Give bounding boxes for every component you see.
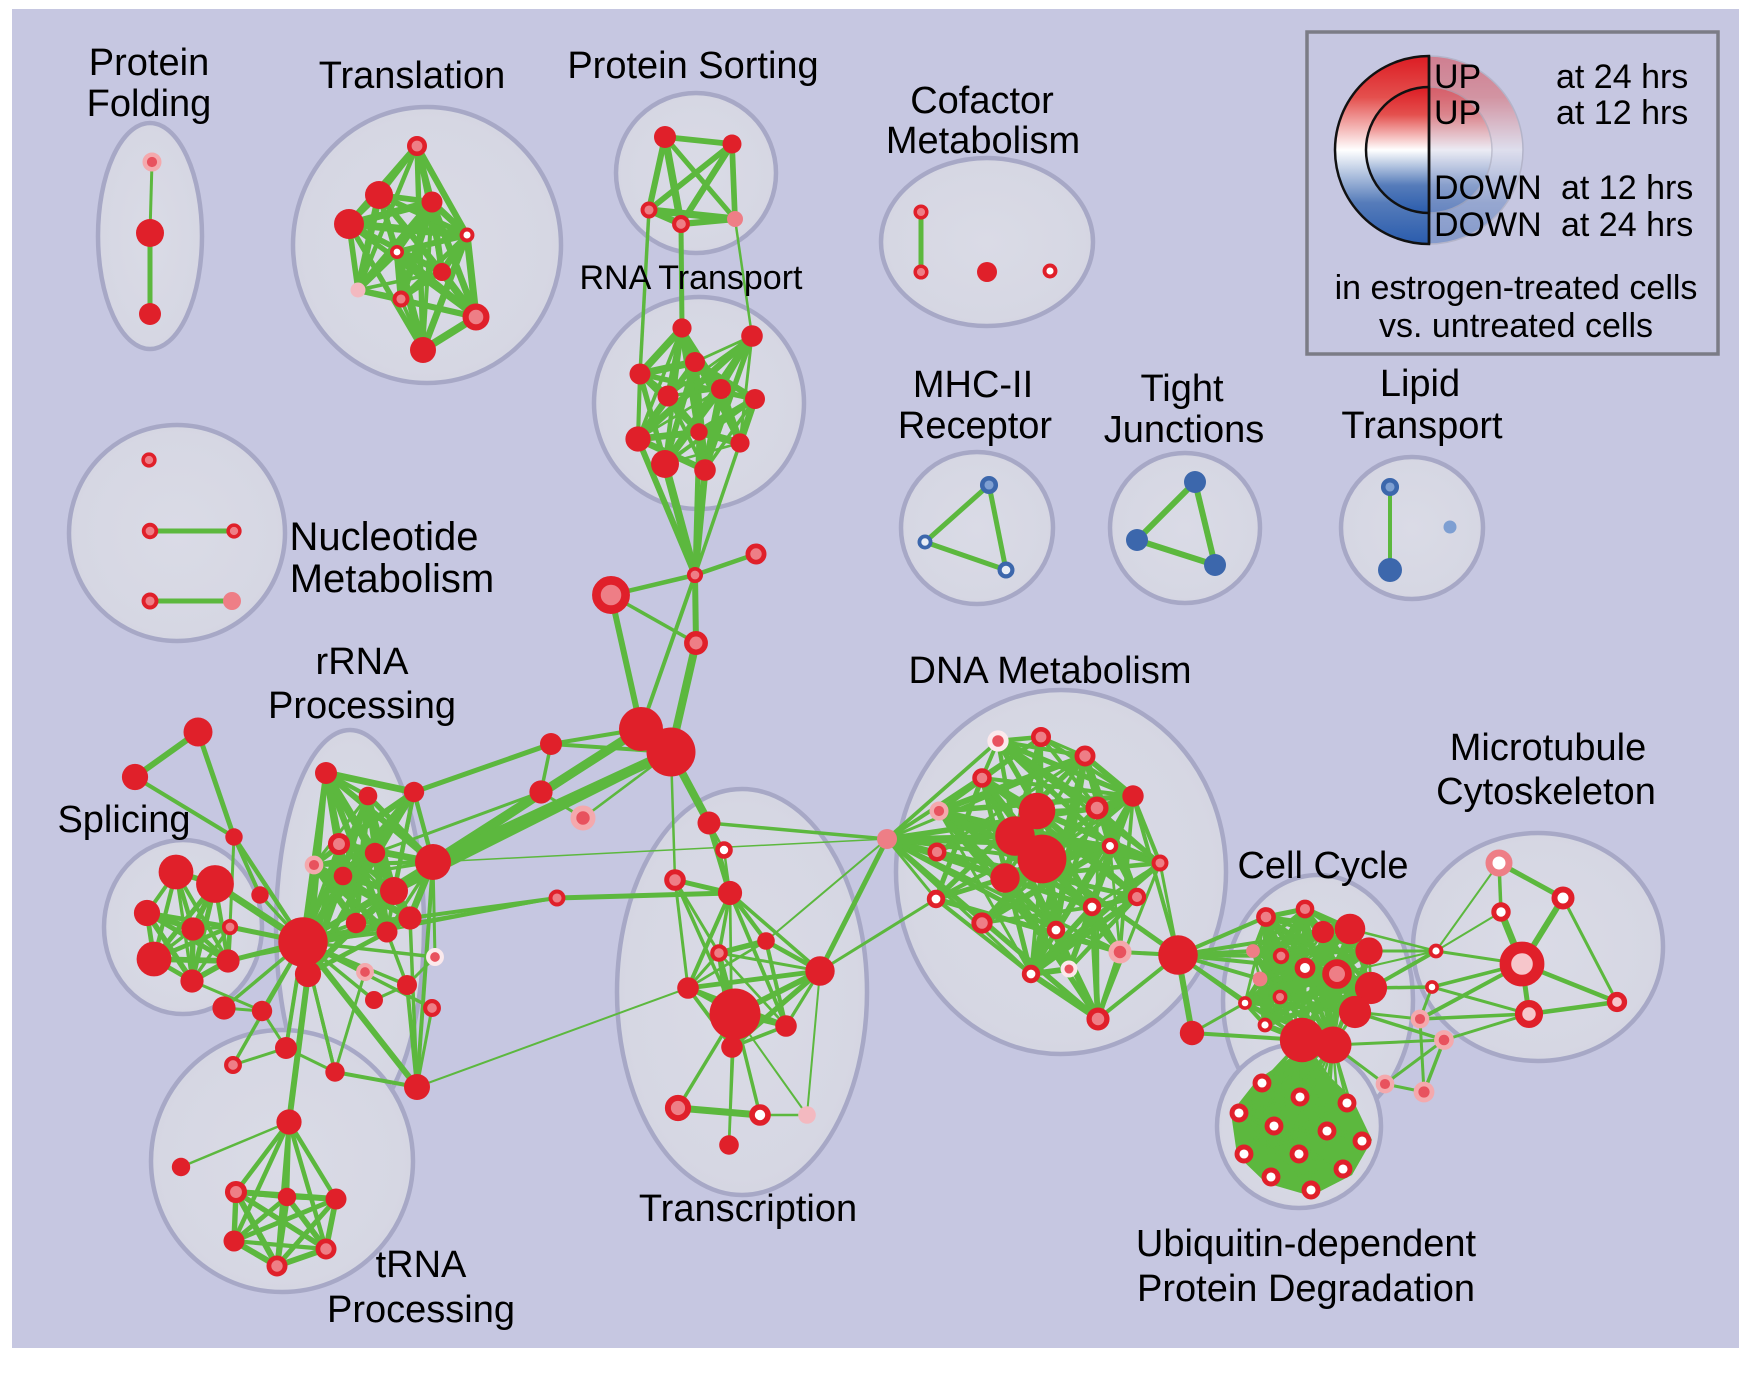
- svg-text:Microtubule: Microtubule: [1450, 727, 1646, 769]
- svg-text:Metabolism: Metabolism: [886, 120, 1080, 162]
- svg-text:tRNA: tRNA: [376, 1244, 467, 1286]
- svg-text:Metabolism: Metabolism: [290, 557, 495, 601]
- svg-text:rRNA: rRNA: [316, 641, 410, 683]
- svg-text:Protein: Protein: [89, 42, 209, 84]
- svg-text:Ubiquitin-dependent: Ubiquitin-dependent: [1136, 1223, 1477, 1265]
- svg-text:DNA Metabolism: DNA Metabolism: [909, 650, 1192, 692]
- svg-text:Protein Degradation: Protein Degradation: [1137, 1268, 1475, 1310]
- svg-text:Cell Cycle: Cell Cycle: [1237, 845, 1408, 887]
- svg-text:Translation: Translation: [319, 55, 506, 97]
- svg-text:Transcription: Transcription: [639, 1188, 857, 1230]
- svg-text:Lipid: Lipid: [1380, 363, 1460, 405]
- svg-text:Protein Sorting: Protein Sorting: [567, 45, 818, 87]
- svg-text:Processing: Processing: [268, 685, 456, 727]
- svg-text:Cofactor: Cofactor: [910, 80, 1054, 122]
- svg-text:Transport: Transport: [1341, 405, 1503, 447]
- svg-text:vs. untreated cells: vs. untreated cells: [1379, 307, 1653, 345]
- svg-text:Receptor: Receptor: [898, 405, 1053, 447]
- svg-text:in estrogen-treated cells: in estrogen-treated cells: [1335, 269, 1698, 307]
- svg-text:Folding: Folding: [87, 83, 212, 125]
- svg-text:Junctions: Junctions: [1104, 409, 1265, 451]
- svg-text:Nucleotide: Nucleotide: [289, 515, 478, 559]
- svg-text:Splicing: Splicing: [57, 799, 190, 841]
- svg-text:at 12 hrs: at 12 hrs: [1561, 169, 1693, 207]
- svg-text:RNA Transport: RNA Transport: [580, 259, 804, 297]
- svg-text:at 24 hrs: at 24 hrs: [1561, 206, 1693, 244]
- svg-text:Tight: Tight: [1140, 368, 1224, 410]
- svg-text:Cytoskeleton: Cytoskeleton: [1436, 771, 1656, 813]
- svg-text:UP: UP: [1434, 94, 1481, 132]
- svg-text:DOWN: DOWN: [1434, 169, 1542, 207]
- svg-text:at 24 hrs: at 24 hrs: [1556, 58, 1688, 96]
- svg-text:DOWN: DOWN: [1434, 206, 1542, 244]
- svg-text:MHC-II: MHC-II: [913, 364, 1033, 406]
- svg-text:at 12 hrs: at 12 hrs: [1556, 94, 1688, 132]
- svg-text:Processing: Processing: [327, 1289, 515, 1331]
- svg-text:UP: UP: [1434, 58, 1481, 96]
